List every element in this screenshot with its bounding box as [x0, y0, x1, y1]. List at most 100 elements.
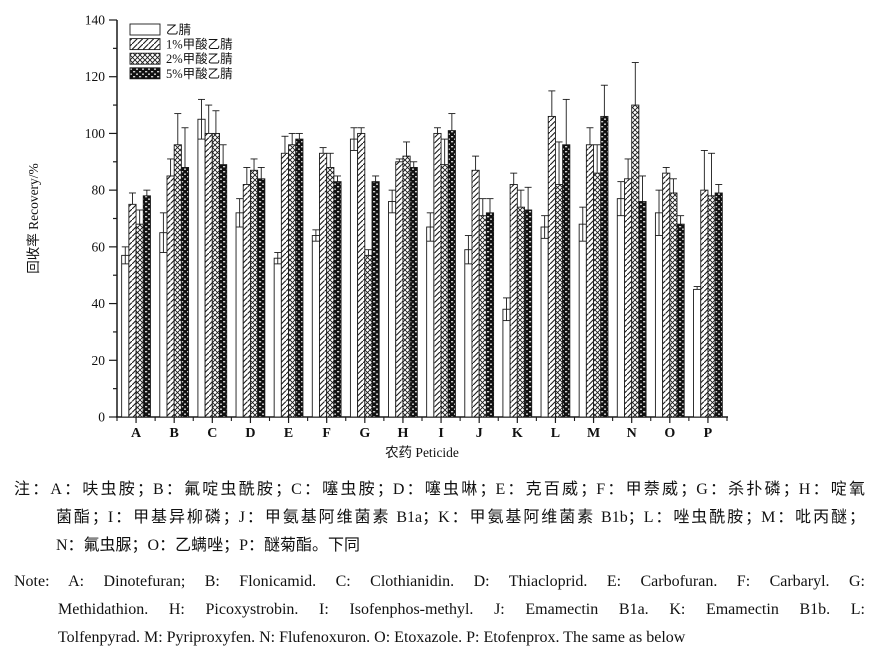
bar-M-series0 [578, 223, 587, 418]
bar-K-series0 [502, 308, 511, 418]
y-tick-label: 80 [92, 183, 106, 198]
legend-swatch-2 [129, 52, 161, 65]
x-category-label: O [664, 426, 675, 441]
bar-J-series2 [478, 215, 487, 418]
x-category-label: I [438, 426, 443, 441]
bar-O-series0 [654, 212, 664, 418]
note-en-line2: Methidathion. H: Picoxystrobin. I: Isofe… [58, 601, 865, 618]
bar-I-series1 [433, 132, 442, 418]
bar-F-series0 [311, 235, 320, 418]
x-axis-title: 农药 Peticide [385, 445, 459, 460]
bar-O-series1 [662, 172, 671, 418]
bar-J-series3 [485, 212, 495, 418]
note-cn-line2: 菌酯；I：甲基异柳磷；J：甲氨基阿维菌素 B1a；K：甲氨基阿维菌素 B1b；L… [56, 509, 865, 526]
legend-label-2: 2%甲酸乙腈 [166, 51, 233, 66]
bar-E-series2 [288, 144, 297, 418]
bar-B-series1 [166, 175, 175, 418]
x-category-label: K [512, 426, 523, 441]
x-category-label: N [627, 426, 637, 441]
x-category-label: M [587, 426, 600, 441]
y-tick-label: 100 [85, 126, 106, 141]
y-tick-label: 40 [92, 296, 106, 311]
bar-P-series2 [707, 195, 716, 418]
legend-swatch-1 [129, 38, 161, 51]
bar-I-series3 [447, 130, 456, 418]
bar-F-series2 [326, 167, 335, 418]
legend-label-3: 5%甲酸乙腈 [166, 66, 233, 81]
bar-F-series1 [319, 152, 328, 418]
bar-A-series0 [121, 254, 130, 418]
bar-C-series0 [197, 118, 206, 418]
bar-M-series1 [585, 144, 595, 418]
bar-G-series0 [349, 138, 359, 418]
legend-label-1: 1%甲酸乙腈 [166, 37, 233, 52]
bar-M-series3 [600, 115, 609, 418]
x-category-label: D [245, 426, 255, 441]
y-tick-label: 20 [92, 353, 106, 368]
bar-G-series3 [371, 181, 380, 418]
bar-N-series2 [631, 104, 640, 418]
bar-D-series1 [242, 184, 251, 418]
y-tick-label: 60 [92, 239, 106, 254]
figure-notes: 注：A：呋虫胺；B：氟啶虫酰胺；C：噻虫胺；D：噻虫啉；E：克百威；F：甲萘威；… [0, 476, 881, 652]
bar-B-series2 [173, 144, 182, 418]
bar-C-series2 [211, 132, 220, 418]
bar-M-series2 [593, 172, 602, 418]
legend-swatch-3 [129, 67, 161, 80]
x-category-label: A [131, 426, 142, 441]
x-category-label: E [284, 426, 293, 441]
note-en-line1: Note: A: Dinotefuran; B: Flonicamid. C: … [14, 573, 865, 590]
bar-J-series1 [471, 169, 480, 418]
bar-E-series3 [295, 138, 304, 418]
x-category-label: C [207, 426, 217, 441]
bar-D-series0 [235, 212, 244, 418]
note-chinese: 注：A：呋虫胺；B：氟啶虫酰胺；C：噻虫胺；D：噻虫啉；E：克百威；F：甲萘威；… [14, 476, 865, 560]
bar-K-series3 [524, 209, 533, 418]
x-category-label: B [170, 426, 179, 441]
bar-L-series3 [562, 144, 571, 418]
bar-B-series3 [180, 167, 190, 418]
bar-O-series2 [669, 192, 678, 418]
note-english: Note: A: Dinotefuran; B: Flonicamid. C: … [14, 568, 865, 652]
bar-A-series3 [142, 195, 151, 418]
note-en-line3: Tolfenpyrad. M: Pyriproxyfen. N: Flufeno… [58, 629, 686, 646]
bar-H-series3 [409, 167, 418, 418]
recovery-bar-chart: 0 20 40 60 80 100 120 140 A B C D E F G H I J K L M N O P 乙腈1%甲酸… [25, 13, 728, 460]
x-category-label: G [359, 426, 370, 441]
bar-C-series1 [204, 132, 213, 418]
bar-I-series0 [426, 226, 435, 418]
bar-N-series1 [624, 178, 633, 418]
bar-K-series2 [516, 206, 525, 418]
bar-G-series2 [364, 254, 373, 418]
bar-F-series3 [333, 181, 342, 418]
x-category-label: F [322, 426, 331, 441]
bar-B-series0 [159, 232, 168, 418]
bar-P-series3 [714, 192, 723, 418]
bar-K-series1 [509, 184, 518, 418]
note-cn-line1: 注：A：呋虫胺；B：氟啶虫酰胺；C：噻虫胺；D：噻虫啉；E：克百威；F：甲萘威；… [14, 481, 865, 498]
x-category-label: H [397, 426, 408, 441]
x-category-label: J [476, 426, 483, 441]
y-tick-label: 120 [85, 69, 106, 84]
legend-label-0: 乙腈 [166, 23, 191, 37]
y-axis-title: 回收率 Recovery/% [25, 163, 41, 274]
x-category-label: P [704, 426, 713, 441]
bar-L-series2 [554, 184, 564, 418]
bar-P-series0 [693, 288, 702, 418]
bar-E-series1 [280, 152, 290, 418]
bar-G-series1 [357, 132, 366, 418]
bar-H-series1 [395, 161, 404, 418]
bar-D-series2 [249, 169, 259, 418]
bar-N-series3 [638, 201, 647, 418]
x-category-label: L [551, 426, 560, 441]
bar-P-series1 [700, 189, 709, 418]
bar-N-series0 [616, 198, 625, 418]
bar-L-series1 [547, 115, 556, 418]
bar-L-series0 [540, 226, 549, 418]
bar-D-series3 [257, 178, 266, 418]
y-tick-label: 0 [98, 410, 105, 425]
bar-A-series1 [128, 203, 137, 418]
legend-swatch-0 [129, 23, 161, 36]
y-tick-label: 140 [85, 13, 106, 28]
